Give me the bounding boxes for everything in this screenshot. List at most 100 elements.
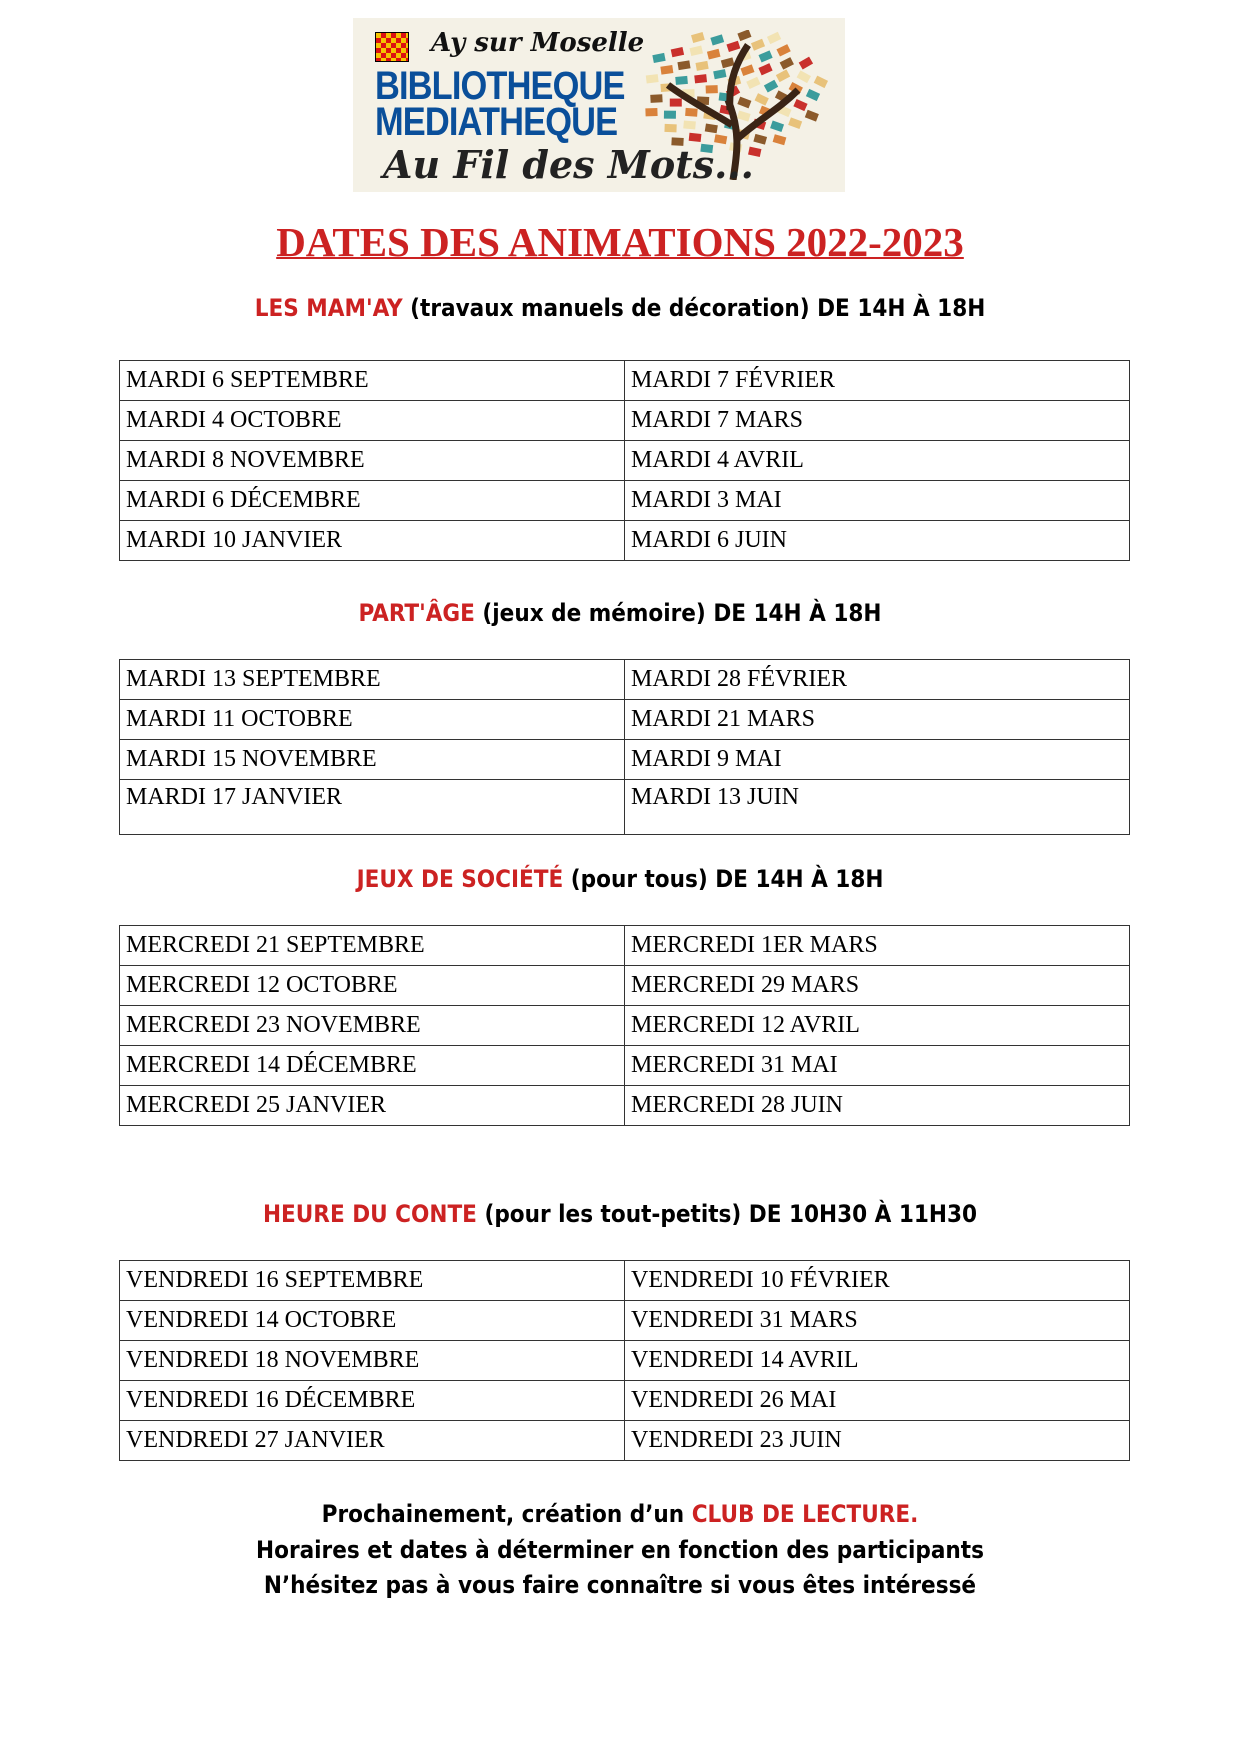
- logo-line1: BIBLIOTHEQUE: [375, 64, 625, 108]
- club-highlight: CLUB DE LECTURE.: [691, 1500, 919, 1528]
- table-row: MARDI 6 SEPTEMBRE MARDI 7 FÉVRIER: [119, 360, 1130, 401]
- book-leaf: [753, 133, 768, 145]
- section-name: LES MAM'AY: [254, 294, 403, 322]
- date-cell: MERCREDI 29 MARS: [624, 965, 1130, 1006]
- book-leaf: [805, 88, 821, 102]
- date-cell: VENDREDI 16 DÉCEMBRE: [119, 1380, 625, 1421]
- table-row: MARDI 10 JANVIER MARDI 6 JUIN: [119, 520, 1130, 561]
- section-name: JEUX DE SOCIÉTÉ: [356, 865, 564, 893]
- date-cell: MARDI 21 MARS: [624, 699, 1130, 740]
- date-cell: VENDREDI 14 AVRIL: [624, 1340, 1130, 1381]
- table-row: MERCREDI 21 SEPTEMBRE MERCREDI 1ER MARS: [119, 925, 1130, 966]
- book-leaf: [664, 123, 677, 133]
- date-cell: MERCREDI 14 DÉCEMBRE: [119, 1045, 625, 1086]
- book-leaf: [645, 107, 658, 117]
- table-row: MARDI 17 JANVIER MARDI 13 JUIN: [119, 779, 1130, 835]
- date-cell: MARDI 8 NOVEMBRE: [119, 440, 625, 481]
- book-leaf: [793, 98, 808, 112]
- book-leaf: [677, 60, 691, 71]
- table-row: MERCREDI 12 OCTOBRE MERCREDI 29 MARS: [119, 965, 1130, 1006]
- book-leaf: [688, 132, 702, 142]
- book-leaf: [798, 56, 814, 70]
- date-cell: MERCREDI 23 NOVEMBRE: [119, 1005, 625, 1046]
- date-cell: MARDI 6 DÉCEMBRE: [119, 480, 625, 521]
- date-cell: MARDI 3 MAI: [624, 480, 1130, 521]
- section-detail: (travaux manuels de décoration) DE 14H À…: [402, 294, 986, 322]
- footer-line-1: Prochainement, création d’un CLUB DE LEC…: [0, 1500, 1240, 1528]
- date-cell: MERCREDI 1ER MARS: [624, 925, 1130, 966]
- book-leaf: [685, 107, 698, 117]
- date-cell: MARDI 6 SEPTEMBRE: [119, 360, 625, 401]
- date-cell: MARDI 13 JUIN: [624, 779, 1130, 835]
- table-row: MARDI 11 OCTOBRE MARDI 21 MARS: [119, 699, 1130, 740]
- section-heading: LES MAM'AY (travaux manuels de décoratio…: [0, 294, 1240, 322]
- book-leaf: [754, 93, 769, 106]
- book-leaf: [736, 110, 751, 122]
- library-logo: Ay sur Moselle BIBLIOTHEQUE MEDIATHEQUE …: [353, 18, 845, 192]
- book-leaf: [683, 120, 696, 130]
- date-cell: MARDI 7 MARS: [624, 400, 1130, 441]
- date-cell: MERCREDI 21 SEPTEMBRE: [119, 925, 625, 966]
- table-row: MERCREDI 14 DÉCEMBRE MERCREDI 31 MAI: [119, 1045, 1130, 1086]
- date-cell: MARDI 15 NOVEMBRE: [119, 739, 625, 780]
- date-cell: MERCREDI 12 OCTOBRE: [119, 965, 625, 1006]
- book-leaf: [675, 75, 688, 85]
- section-detail: (jeux de mémoire) DE 14H À 18H: [474, 599, 882, 627]
- coat-of-arms-icon: [375, 32, 409, 62]
- book-leaf: [705, 85, 718, 94]
- book-leaf: [691, 31, 705, 43]
- book-leaf: [714, 134, 728, 145]
- dates-table: MARDI 13 SEPTEMBRE MARDI 28 FÉVRIER MARDI …: [119, 659, 1130, 835]
- section-detail: (pour tous) DE 14H À 18H: [563, 865, 884, 893]
- date-cell: MARDI 17 JANVIER: [119, 779, 625, 835]
- book-leaf: [737, 30, 752, 42]
- table-row: MARDI 4 OCTOBRE MARDI 7 MARS: [119, 400, 1130, 441]
- book-leaf: [650, 94, 663, 103]
- date-cell: MERCREDI 12 AVRIL: [624, 1005, 1130, 1046]
- book-leaf: [669, 98, 682, 107]
- book-leaf: [671, 137, 684, 146]
- section-name: HEURE DU CONTE: [262, 1200, 477, 1228]
- section-heading: JEUX DE SOCIÉTÉ (pour tous) DE 14H À 18H: [0, 865, 1240, 893]
- book-leaf: [776, 44, 791, 57]
- table-row: MARDI 15 NOVEMBRE MARDI 9 MAI: [119, 739, 1130, 780]
- date-cell: MERCREDI 28 JUIN: [624, 1085, 1130, 1126]
- date-cell: MARDI 28 FÉVRIER: [624, 659, 1130, 700]
- book-leaf: [694, 74, 708, 84]
- table-row: VENDREDI 18 NOVEMBRE VENDREDI 14 AVRIL: [119, 1340, 1130, 1381]
- book-leaf: [758, 63, 773, 76]
- date-cell: MERCREDI 25 JANVIER: [119, 1085, 625, 1126]
- date-cell: VENDREDI 26 MAI: [624, 1380, 1130, 1421]
- date-cell: VENDREDI 31 MARS: [624, 1300, 1130, 1341]
- book-leaf: [758, 50, 773, 63]
- book-leaf: [813, 75, 829, 89]
- book-leaf: [706, 48, 721, 60]
- book-leaf: [695, 60, 709, 71]
- logo-town: Ay sur Moselle: [431, 28, 645, 58]
- date-cell: MARDI 13 SEPTEMBRE: [119, 659, 625, 700]
- date-cell: MARDI 9 MAI: [624, 739, 1130, 780]
- book-leaf: [770, 120, 785, 133]
- date-cell: MARDI 7 FÉVRIER: [624, 360, 1130, 401]
- logo-slogan: Au Fil des Mots...: [383, 142, 754, 187]
- table-row: VENDREDI 27 JANVIER VENDREDI 23 JUIN: [119, 1420, 1130, 1461]
- dates-table: MERCREDI 21 SEPTEMBRE MERCREDI 1ER MARS ME…: [119, 925, 1130, 1126]
- date-cell: MARDI 4 OCTOBRE: [119, 400, 625, 441]
- book-leaf: [663, 110, 677, 119]
- book-leaf: [740, 64, 755, 77]
- book-leaf: [779, 57, 794, 70]
- book-leaf: [700, 143, 714, 154]
- date-cell: VENDREDI 27 JANVIER: [119, 1420, 625, 1461]
- date-cell: VENDREDI 14 OCTOBRE: [119, 1300, 625, 1341]
- table-row: MERCREDI 25 JANVIER MERCREDI 28 JUIN: [119, 1085, 1130, 1126]
- book-leaf: [804, 109, 819, 122]
- book-leaf: [766, 31, 782, 45]
- book-leaf: [710, 34, 725, 46]
- book-tree-icon: [645, 30, 829, 180]
- table-row: VENDREDI 16 DÉCEMBRE VENDREDI 26 MAI: [119, 1380, 1130, 1421]
- section-name: PART'ÂGE: [358, 599, 475, 627]
- page-title: DATES DES ANIMATIONS 2022-2023: [276, 219, 964, 265]
- book-leaf: [746, 76, 761, 90]
- date-cell: VENDREDI 18 NOVEMBRE: [119, 1340, 625, 1381]
- book-leaf: [775, 69, 791, 83]
